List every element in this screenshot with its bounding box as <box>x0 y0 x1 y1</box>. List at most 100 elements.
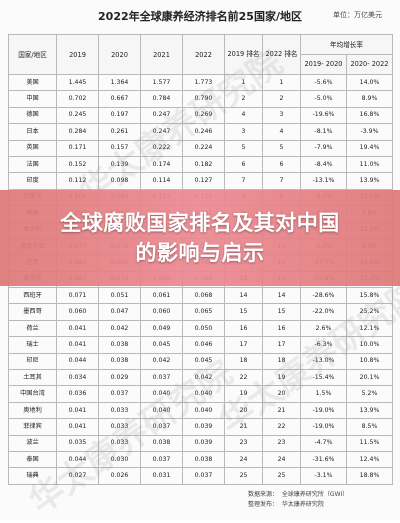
cell-2022: 0.065 <box>182 303 225 321</box>
cell-growth-2019-2020: -19.0% <box>300 401 347 420</box>
cell-2022: 1.773 <box>182 73 225 92</box>
table-subheader-row: 2019- 2020 2020- 2022 <box>9 54 393 75</box>
cell-rank-2019: 2 <box>224 90 263 108</box>
cell-2022: 0.224 <box>182 139 225 157</box>
cell-growth-2020-2022: 19.4% <box>346 139 393 157</box>
cell-2020: 0.197 <box>98 106 141 125</box>
cell-rank-2019: 16 <box>224 319 263 338</box>
cell-rank-2019: 15 <box>224 303 263 321</box>
cell-rank-2019: 23 <box>224 434 263 452</box>
cell-country: 奥地利 <box>8 401 57 420</box>
cell-growth-2020-2022: 11.0% <box>346 155 393 174</box>
cell-2021: 0.042 <box>140 352 183 371</box>
cell-rank-2019: 21 <box>224 418 263 436</box>
cell-2021: 0.247 <box>140 106 183 125</box>
cell-country: 日本 <box>8 123 57 141</box>
cell-2020: 1.364 <box>98 73 141 92</box>
cell-growth-2019-2020: -3.1% <box>300 467 347 485</box>
table-row: 印度 0.112 0.098 0.114 0.127 7 7 -13.1% 13.9% <box>8 172 393 190</box>
table-title: 2022年全球康养经济排名前25国家/地区 单位：万亿美元 <box>0 8 400 24</box>
cell-rank-2019: 5 <box>224 139 263 157</box>
cell-2019: 0.044 <box>56 352 99 371</box>
cell-growth-2019-2020: -22.0% <box>300 303 347 321</box>
header-growth-2020-2022: 2020- 2022 <box>346 54 393 75</box>
cell-rank-2019: 24 <box>224 450 263 469</box>
cell-2021: 0.037 <box>140 450 183 469</box>
table-row: 西班牙 0.071 0.051 0.061 0.068 14 14 -28.6% 15.8% <box>8 287 393 305</box>
cell-2020: 0.029 <box>98 369 141 387</box>
cell-2019: 0.041 <box>56 401 99 420</box>
cell-2020: 0.047 <box>98 303 141 321</box>
table-row: 日本 0.284 0.261 0.247 0.246 3 4 -8.1% -3.9% <box>8 123 393 141</box>
table-row: 奥地利 0.041 0.033 0.040 0.040 20 21 -19.0% 13.9% <box>8 401 393 420</box>
unit-label: 单位：万亿美元 <box>333 11 382 19</box>
cell-2019: 0.152 <box>56 155 99 174</box>
cell-growth-2020-2022: 5.2% <box>346 385 393 403</box>
cell-2020: 0.030 <box>98 450 141 469</box>
table-row: 土耳其 0.034 0.029 0.037 0.042 22 19 -15.4% 20.1% <box>8 369 393 387</box>
cell-rank-2022: 3 <box>262 106 301 125</box>
cell-2019: 0.027 <box>56 467 99 485</box>
cell-2020: 0.139 <box>98 155 141 174</box>
cell-growth-2020-2022: 20.1% <box>346 369 393 387</box>
cell-2021: 0.114 <box>140 172 183 190</box>
cell-country: 瑞典 <box>8 467 57 485</box>
cell-growth-2019-2020: -4.7% <box>300 434 347 452</box>
cell-country: 印尼 <box>8 352 57 371</box>
cell-rank-2022: 25 <box>262 467 301 485</box>
cell-country: 英国 <box>8 139 57 157</box>
cell-2020: 0.037 <box>98 385 141 403</box>
cell-2020: 0.038 <box>98 336 141 354</box>
headline-line-2: 的影响与启示 <box>135 241 265 265</box>
cell-2022: 0.046 <box>182 336 225 354</box>
table-row: 中国台湾 0.036 0.037 0.040 0.040 19 20 1.5% 5.2% <box>8 385 393 403</box>
cell-rank-2022: 20 <box>262 385 301 403</box>
cell-2021: 0.784 <box>140 90 183 108</box>
cell-growth-2020-2022: 10.0% <box>346 336 393 354</box>
cell-country: 法国 <box>8 155 57 174</box>
cell-2020: 0.026 <box>98 467 141 485</box>
cell-2022: 0.246 <box>182 123 225 141</box>
cell-growth-2020-2022: 12.4% <box>346 450 393 469</box>
cell-growth-2020-2022: 13.9% <box>346 172 393 190</box>
cell-2019: 0.041 <box>56 319 99 338</box>
cell-growth-2020-2022: 10.8% <box>346 352 393 371</box>
cell-country: 西班牙 <box>8 287 57 305</box>
cell-rank-2019: 6 <box>224 155 263 174</box>
cell-growth-2020-2022: 25.2% <box>346 303 393 321</box>
cell-growth-2019-2020: -15.4% <box>300 369 347 387</box>
cell-2021: 0.247 <box>140 123 183 141</box>
cell-rank-2019: 19 <box>224 385 263 403</box>
cell-2022: 0.269 <box>182 106 225 125</box>
headline-banner: 全球腐败国家排名及其对中国 的影响与启示 <box>0 190 400 286</box>
cell-2021: 1.577 <box>140 73 183 92</box>
cell-rank-2022: 18 <box>262 352 301 371</box>
table-row: 波兰 0.035 0.033 0.038 0.039 23 23 -4.7% 11.5% <box>8 434 393 452</box>
cell-2021: 0.040 <box>140 401 183 420</box>
cell-2022: 0.050 <box>182 319 225 338</box>
cell-country: 中国台湾 <box>8 385 57 403</box>
cell-2019: 0.245 <box>56 106 99 125</box>
publisher-label: 整理发布： <box>248 501 279 508</box>
cell-growth-2020-2022: -3.9% <box>346 123 393 141</box>
source-label: 数据来源： <box>248 491 279 498</box>
cell-growth-2020-2022: 14.0% <box>346 73 393 92</box>
cell-2020: 0.098 <box>98 172 141 190</box>
cell-2020: 0.051 <box>98 287 141 305</box>
cell-rank-2022: 6 <box>262 155 301 174</box>
cell-2019: 0.036 <box>56 385 99 403</box>
cell-country: 印度 <box>8 172 57 190</box>
cell-rank-2019: 18 <box>224 352 263 371</box>
cell-rank-2022: 2 <box>262 90 301 108</box>
cell-rank-2019: 4 <box>224 106 263 125</box>
source-note: 数据来源： 全球康养研究所（GWI） 整理发布： 华太康养研究院 <box>248 490 378 510</box>
cell-rank-2022: 15 <box>262 303 301 321</box>
cell-growth-2019-2020: -19.0% <box>300 418 347 436</box>
cell-2019: 0.284 <box>56 123 99 141</box>
cell-rank-2019: 25 <box>224 467 263 485</box>
cell-rank-2022: 14 <box>262 287 301 305</box>
cell-rank-2022: 24 <box>262 450 301 469</box>
cell-2021: 0.037 <box>140 418 183 436</box>
source-line: 数据来源： 全球康养研究所（GWI） <box>248 490 378 500</box>
cell-country: 美国 <box>8 73 57 92</box>
